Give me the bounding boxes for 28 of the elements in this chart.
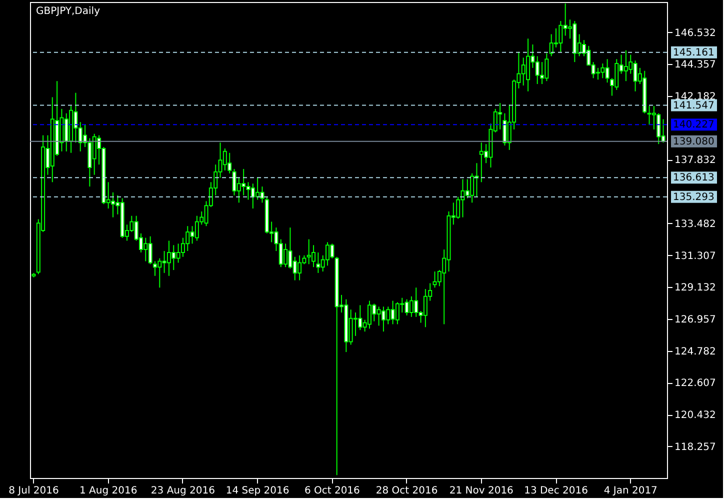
y-tick-label: 129.132	[674, 282, 716, 294]
y-tick-label: 126.957	[674, 314, 716, 326]
x-tick-label: 4 Jan 2017	[604, 486, 658, 496]
y-tick-label: 122.607	[674, 378, 716, 390]
ref-line-label: 136.613	[673, 172, 714, 184]
x-tick-label: 8 Jul 2016	[8, 486, 59, 496]
x-tick-label: 6 Oct 2016	[304, 486, 360, 496]
x-tick-label: 13 Dec 2016	[524, 486, 588, 496]
y-tick-label: 146.532	[674, 28, 716, 39]
x-tick-label: 1 Aug 2016	[79, 486, 138, 496]
ref-line-label: 135.293	[673, 192, 714, 203]
ref-line-label: 140.227	[673, 120, 714, 131]
y-tick-label: 120.432	[674, 410, 716, 422]
y-tick-label: 131.307	[674, 250, 716, 262]
y-tick-label: 124.782	[674, 346, 716, 358]
ref-line-label: 145.161	[673, 47, 714, 58]
ref-line-label: 141.547	[673, 100, 714, 112]
chart-title: GBPJPY,Daily	[36, 6, 100, 17]
ref-line-label: 139.080	[673, 136, 714, 148]
y-tick-label: 137.832	[674, 155, 716, 166]
y-tick-label: 144.357	[674, 60, 716, 71]
x-tick-label: 28 Oct 2016	[376, 486, 438, 496]
y-tick-label: 133.482	[674, 218, 716, 230]
x-tick-label: 14 Sep 2016	[226, 486, 290, 496]
y-tick-label: 142.182	[674, 92, 716, 102]
x-tick-label: 23 Aug 2016	[150, 486, 215, 496]
y-tick-label: 118.257	[674, 442, 716, 453]
x-tick-label: 21 Nov 2016	[449, 486, 514, 496]
